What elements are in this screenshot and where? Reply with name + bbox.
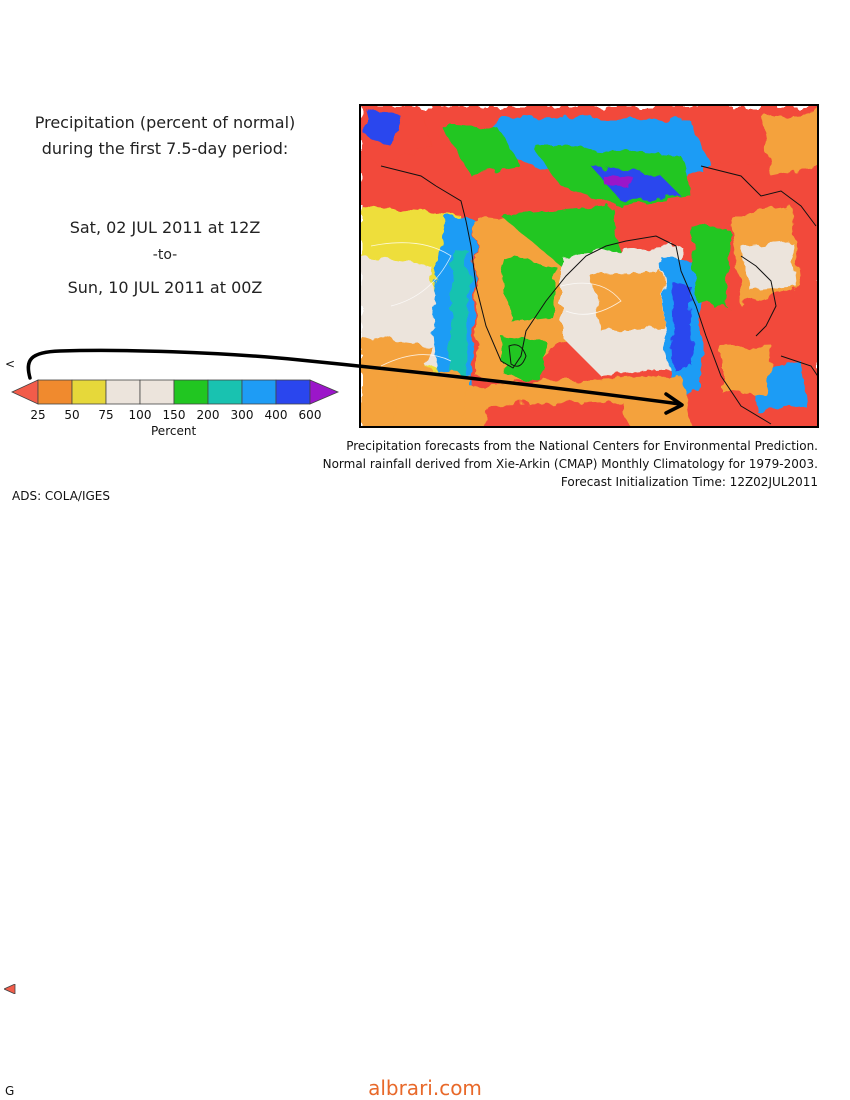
credit-line-1: Precipitation forecasts from the Nationa… [346,439,818,453]
legend-tick-label: 200 [196,408,220,422]
period-end: Sun, 10 JUL 2011 at 00Z [67,278,263,297]
period-start: Sat, 02 JUL 2011 at 12Z [69,218,261,237]
legend-tick-label: 300 [230,408,254,422]
legend-tick-label: 400 [264,408,288,422]
colorbar-cell [207,379,243,405]
map-svg [361,106,817,426]
precipitation-map [359,104,819,428]
colorbar-cell [173,379,209,405]
legend-tick-label: 100 [128,408,152,422]
title-line-1: Precipitation (percent of normal) [34,113,296,132]
colorbar-cell [275,379,311,405]
legend-tick-label: 600 [298,408,322,422]
precip-field [361,106,817,426]
period-to: -to- [152,247,178,263]
annotation-arrow [26,348,684,415]
colorbar-cell [241,379,277,405]
legend-tick-label: 50 [64,408,80,422]
colorbar-cell [71,379,107,405]
red-triangle-icon [4,984,16,994]
legend-tick-label: 25 [30,408,46,422]
bottom-left-fragment: G [5,1084,15,1098]
colorbar-cell [139,379,175,405]
grads-label: ADS: COLA/IGES [12,489,110,503]
credit-line-2: Normal rainfall derived from Xie-Arkin (… [322,457,818,471]
colorbar-cell [309,379,340,405]
colorbar-cell [37,379,73,405]
credit-line-3: Forecast Initialization Time: 12Z02JUL20… [560,475,818,489]
color-bar [11,379,340,405]
legend-unit-label: Percent [151,424,197,438]
left-marker: < [5,357,16,371]
legend-tick-label: 75 [98,408,114,422]
contours [370,242,622,367]
legend-tick-label: 150 [162,408,186,422]
watermark: albrari.com [368,1076,482,1100]
title-line-2: during the first 7.5-day period: [41,139,289,158]
coastlines [380,165,817,425]
